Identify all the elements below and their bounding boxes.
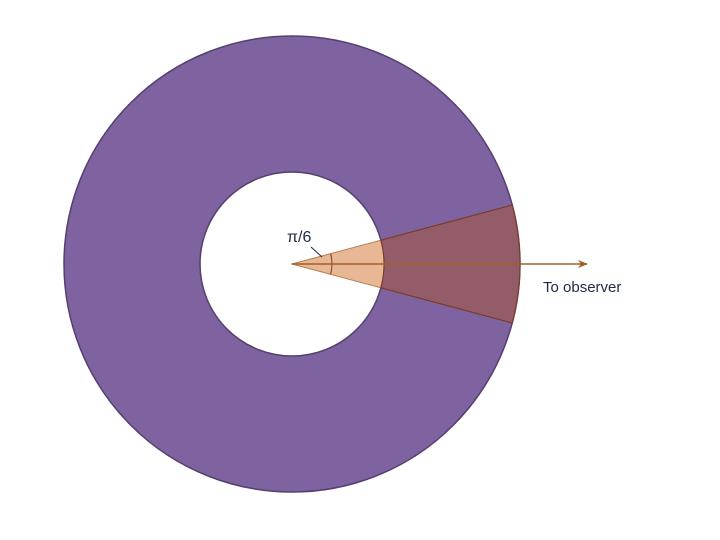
observer-label: To observer (543, 279, 621, 296)
angle-leader-line (310, 246, 323, 258)
angle-label: π/6 (287, 229, 311, 246)
